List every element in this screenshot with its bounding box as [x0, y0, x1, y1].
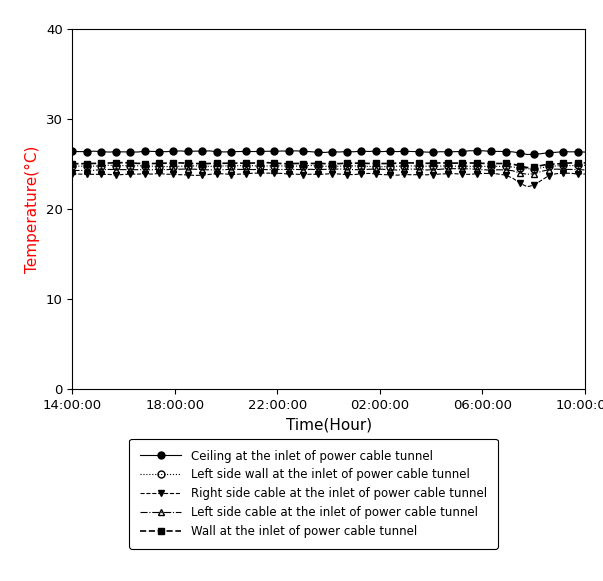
Line: Wall at the inlet of power cable tunnel: Wall at the inlet of power cable tunnel: [69, 160, 588, 170]
Left side cable at the inlet of power cable tunnel: [523, 171, 531, 178]
Legend: Ceiling at the inlet of power cable tunnel, Left side wall at the inlet of power: Ceiling at the inlet of power cable tunn…: [130, 439, 497, 549]
Wall at the inlet of power cable tunnel: [141, 160, 148, 167]
Left side cable at the inlet of power cable tunnel: [394, 167, 401, 174]
Ceiling at the inlet of power cable tunnel: [415, 148, 423, 155]
Wall at the inlet of power cable tunnel: [69, 160, 76, 167]
Right side cable at the inlet of power cable tunnel: [552, 170, 560, 177]
Left side wall at the inlet of power cable tunnel: [423, 163, 430, 170]
Ceiling at the inlet of power cable tunnel: [552, 149, 560, 156]
Left side cable at the inlet of power cable tunnel: [581, 166, 589, 173]
Line: Left side cable at the inlet of power cable tunnel: Left side cable at the inlet of power ca…: [69, 165, 589, 178]
Left side cable at the inlet of power cable tunnel: [415, 166, 423, 173]
Left side wall at the inlet of power cable tunnel: [523, 166, 531, 173]
Left side cable at the inlet of power cable tunnel: [69, 167, 76, 174]
Wall at the inlet of power cable tunnel: [552, 160, 560, 167]
Ceiling at the inlet of power cable tunnel: [394, 148, 401, 155]
Left side cable at the inlet of power cable tunnel: [242, 166, 249, 173]
Ceiling at the inlet of power cable tunnel: [523, 151, 531, 158]
Wall at the inlet of power cable tunnel: [581, 159, 589, 166]
Right side cable at the inlet of power cable tunnel: [423, 171, 430, 178]
Wall at the inlet of power cable tunnel: [423, 160, 430, 167]
Wall at the inlet of power cable tunnel: [242, 160, 249, 167]
Ceiling at the inlet of power cable tunnel: [581, 149, 589, 156]
Left side wall at the inlet of power cable tunnel: [552, 163, 560, 170]
Right side cable at the inlet of power cable tunnel: [242, 170, 249, 177]
Wall at the inlet of power cable tunnel: [365, 160, 372, 167]
Right side cable at the inlet of power cable tunnel: [141, 170, 148, 177]
Right side cable at the inlet of power cable tunnel: [401, 171, 408, 178]
Left side wall at the inlet of power cable tunnel: [249, 162, 256, 169]
Left side cable at the inlet of power cable tunnel: [141, 166, 148, 173]
Left side wall at the inlet of power cable tunnel: [365, 163, 372, 170]
Line: Ceiling at the inlet of power cable tunnel: Ceiling at the inlet of power cable tunn…: [69, 147, 589, 158]
Left side cable at the inlet of power cable tunnel: [452, 165, 459, 172]
Ceiling at the inlet of power cable tunnel: [242, 148, 249, 155]
Wall at the inlet of power cable tunnel: [401, 159, 408, 166]
Ceiling at the inlet of power cable tunnel: [141, 148, 148, 155]
Left side wall at the inlet of power cable tunnel: [105, 162, 112, 168]
Wall at the inlet of power cable tunnel: [523, 164, 531, 171]
Right side cable at the inlet of power cable tunnel: [523, 183, 531, 190]
Right side cable at the inlet of power cable tunnel: [69, 170, 76, 177]
Left side wall at the inlet of power cable tunnel: [148, 163, 156, 170]
X-axis label: Time(Hour): Time(Hour): [286, 418, 371, 432]
Left side wall at the inlet of power cable tunnel: [69, 163, 76, 170]
Line: Left side wall at the inlet of power cable tunnel: Left side wall at the inlet of power cab…: [69, 162, 589, 173]
Ceiling at the inlet of power cable tunnel: [358, 148, 365, 155]
Line: Right side cable at the inlet of power cable tunnel: Right side cable at the inlet of power c…: [69, 170, 589, 190]
Wall at the inlet of power cable tunnel: [264, 159, 271, 166]
Ceiling at the inlet of power cable tunnel: [69, 148, 76, 155]
Left side wall at the inlet of power cable tunnel: [581, 162, 589, 169]
Right side cable at the inlet of power cable tunnel: [581, 171, 589, 178]
Right side cable at the inlet of power cable tunnel: [264, 170, 271, 177]
Left side cable at the inlet of power cable tunnel: [358, 166, 365, 173]
Left side wall at the inlet of power cable tunnel: [401, 163, 408, 170]
Right side cable at the inlet of power cable tunnel: [365, 170, 372, 177]
Left side cable at the inlet of power cable tunnel: [552, 166, 560, 173]
Ceiling at the inlet of power cable tunnel: [473, 147, 480, 154]
Y-axis label: Temperature(°C): Temperature(°C): [25, 145, 40, 273]
